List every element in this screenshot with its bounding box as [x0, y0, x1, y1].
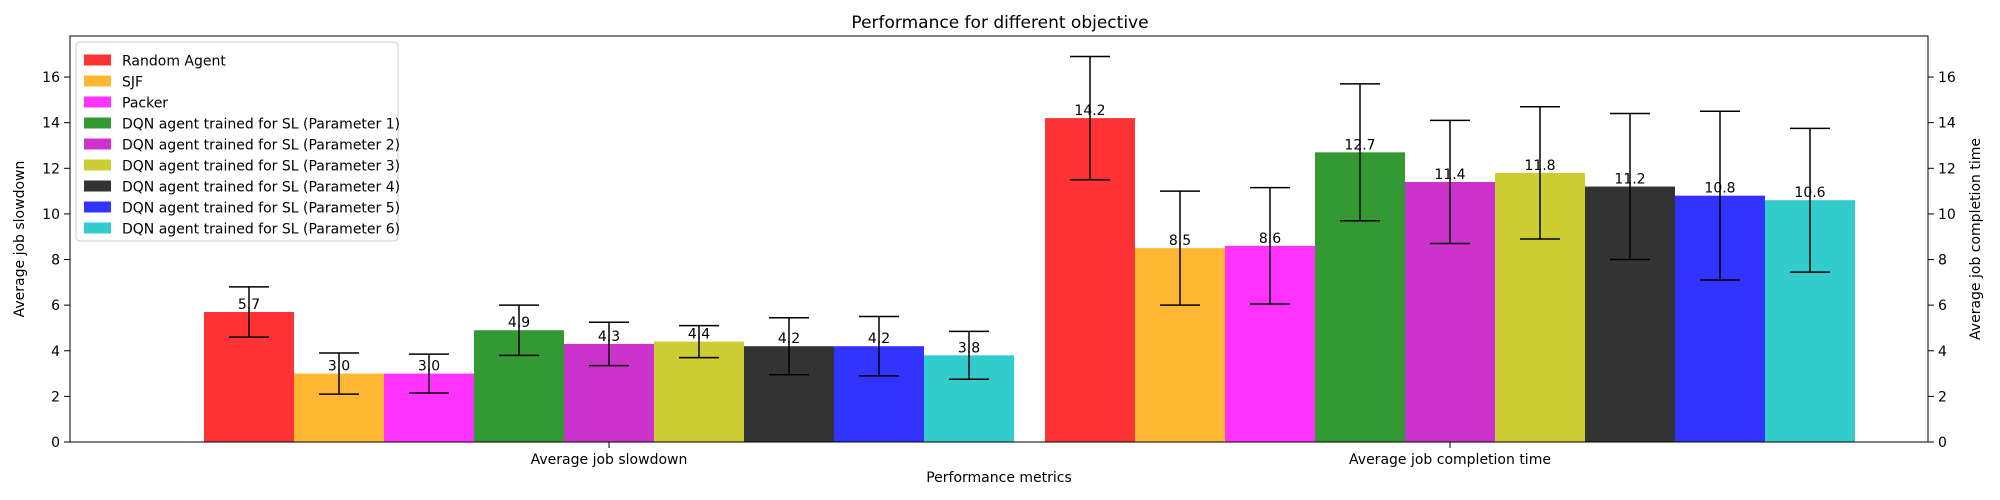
- data-label: 4.9: [508, 315, 530, 331]
- y-tick-label-left: 14: [42, 116, 60, 132]
- y-tick-label-left: 16: [42, 70, 60, 86]
- y-tick-label-right: 2: [1938, 389, 1947, 405]
- bars-layer: [204, 118, 1855, 442]
- legend-entry: DQN agent trained for SL (Parameter 4): [122, 180, 400, 196]
- chart-title: Performance for different objective: [851, 13, 1148, 33]
- legend-swatch: [84, 75, 111, 87]
- data-label: 8.5: [1169, 233, 1191, 249]
- x-axis-label: Performance metrics: [926, 470, 1072, 486]
- legend-swatch: [84, 180, 111, 192]
- x-tick-label: Average job completion time: [1349, 452, 1551, 468]
- x-tick-label: Average job slowdown: [531, 452, 688, 468]
- y-tick-label-right: 6: [1938, 298, 1947, 314]
- legend-swatch: [84, 96, 111, 108]
- y-tick-label-right: 0: [1938, 435, 1947, 451]
- data-label: 8.6: [1259, 231, 1281, 247]
- y-tick-label-right: 16: [1938, 70, 1956, 86]
- data-label: 10.8: [1704, 181, 1735, 197]
- data-label: 11.2: [1614, 172, 1645, 188]
- data-label: 4.2: [778, 331, 800, 347]
- y-tick-label-left: 6: [51, 298, 60, 314]
- legend-swatch: [84, 222, 111, 234]
- data-label: 11.4: [1434, 167, 1465, 183]
- legend-entry: Packer: [122, 96, 168, 112]
- y-tick-label-right: 14: [1938, 116, 1956, 132]
- data-label: 3.0: [418, 359, 440, 375]
- data-labels-layer: 5.7 14.2 3.0 8.5 3.0 8.6 4.9 12.7 4.3 11.4 4.4 11.8…: [238, 103, 1826, 374]
- y-tick-label-left: 0: [51, 435, 60, 451]
- data-label: 10.6: [1794, 185, 1825, 201]
- y-tick-label-left: 4: [51, 344, 60, 360]
- data-label: 4.4: [688, 327, 710, 343]
- data-label: 11.8: [1524, 158, 1555, 174]
- data-label: 4.2: [868, 331, 890, 347]
- legend-swatch: [84, 54, 111, 66]
- y-tick-label-right: 8: [1938, 253, 1947, 269]
- axes-layer: 0 0 2 2 4 4 6 6 8 8 10 10 12 12 14 14 16 16 Average job sl…: [42, 70, 1956, 468]
- data-label: 12.7: [1344, 137, 1375, 153]
- legend-entry: Random Agent: [122, 54, 226, 70]
- legend-entry: DQN agent trained for SL (Parameter 1): [122, 117, 400, 133]
- y-tick-label-right: 4: [1938, 344, 1947, 360]
- legend-entry: DQN agent trained for SL (Parameter 2): [122, 138, 400, 154]
- legend-entry: DQN agent trained for SL (Parameter 6): [122, 222, 400, 238]
- data-label: 14.2: [1074, 103, 1105, 119]
- bar: [654, 341, 744, 442]
- y-tick-label-right: 12: [1938, 161, 1956, 177]
- legend-swatch: [84, 201, 111, 213]
- legend-entry: DQN agent trained for SL (Parameter 5): [122, 201, 400, 217]
- legend-box: [75, 41, 399, 242]
- y-axis-label-right: Average job completion time: [1968, 138, 1984, 340]
- y-tick-label-right: 10: [1938, 207, 1956, 223]
- y-tick-label-left: 2: [51, 389, 60, 405]
- error-bars-layer: [229, 55, 1830, 395]
- plot-frame: [69, 35, 1929, 443]
- legend-swatch: [84, 138, 111, 150]
- legend-swatch: [84, 117, 111, 129]
- data-label: 5.7: [238, 297, 260, 313]
- y-axis-label-left: Average job slowdown: [12, 161, 28, 318]
- legend-entry: DQN agent trained for SL (Parameter 3): [122, 159, 400, 175]
- y-tick-label-left: 8: [51, 253, 60, 269]
- legend-entry: SJF: [122, 75, 143, 91]
- legend-swatch: [84, 159, 111, 171]
- legend: Random Agent SJF Packer DQN agent trained f…: [75, 41, 400, 242]
- data-label: 4.3: [598, 329, 620, 345]
- data-label: 3.0: [328, 359, 350, 375]
- y-tick-label-left: 12: [42, 161, 60, 177]
- y-tick-label-left: 10: [42, 207, 60, 223]
- data-label: 3.8: [958, 340, 980, 356]
